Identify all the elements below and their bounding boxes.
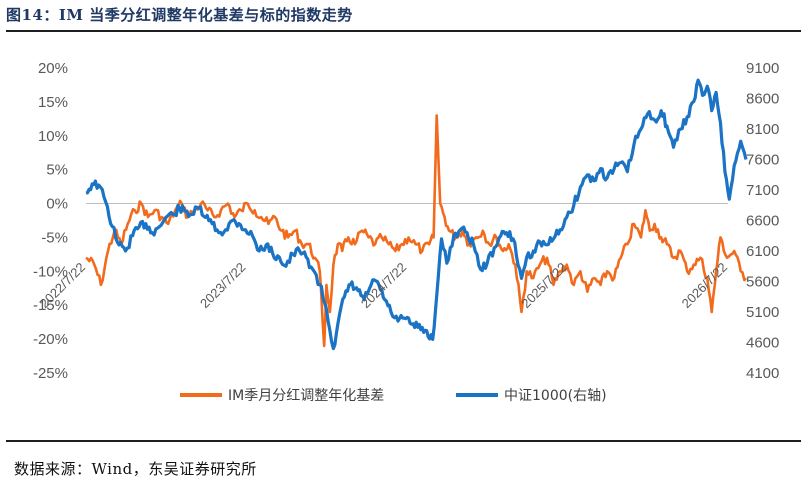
series-line-basis [85,114,747,348]
left-tick-label: 20% [38,60,68,77]
right-tick-label: 8600 [746,91,779,108]
right-tick-label: 5100 [746,304,779,321]
right-tick-label: 5600 [746,274,779,291]
left-tick-label: -20% [33,331,68,348]
top-rule [6,30,801,32]
right-tick-label: 7100 [746,182,779,199]
x-tick-label: 2023/7/22 [197,260,249,312]
legend: IM季月分红调整年化基差 中证1000(右轴) [180,387,607,404]
legend-label-basis: IM季月分红调整年化基差 [228,387,384,404]
right-tick-label: 9100 [746,60,779,77]
right-tick-label: 4100 [746,365,779,382]
chart-title: 图14：IM 当季分红调整年化基差与标的指数走势 [6,6,353,24]
left-tick-label: 5% [46,162,68,179]
left-tick-label: -15% [33,297,68,314]
right-tick-label: 4600 [746,335,779,352]
source-note: 数据来源：Wind，东吴证券研究所 [14,460,257,478]
left-tick-label: 0% [46,196,68,213]
right-tick-label: 6600 [746,213,779,230]
bottom-rule [6,440,801,442]
series-line-index [85,78,748,351]
chart: 20% 15% 10% 5% 0% -5% -10% -15% -20% -25% 9100 860… [33,60,779,404]
left-axis: 20% 15% 10% 5% 0% -5% -10% -15% -20% -25% [33,60,68,382]
left-tick-label: 15% [38,94,68,111]
left-tick-label: -5% [41,229,68,246]
right-tick-label: 8100 [746,121,779,138]
right-tick-label: 6100 [746,243,779,260]
right-tick-label: 7600 [746,152,779,169]
legend-label-index: 中证1000(右轴) [504,388,607,404]
left-tick-label: -10% [33,263,68,280]
series-layer [85,78,748,351]
x-tick-label: 2024/7/22 [358,260,410,312]
left-tick-label: -25% [33,365,68,382]
x-axis: 2022/7/22 2023/7/22 2024/7/22 2025/7/22 2026… [37,260,731,312]
right-axis: 9100 8600 8100 7600 7100 6600 6100 5600 5100 4600… [746,60,779,382]
left-tick-label: 10% [38,128,68,145]
